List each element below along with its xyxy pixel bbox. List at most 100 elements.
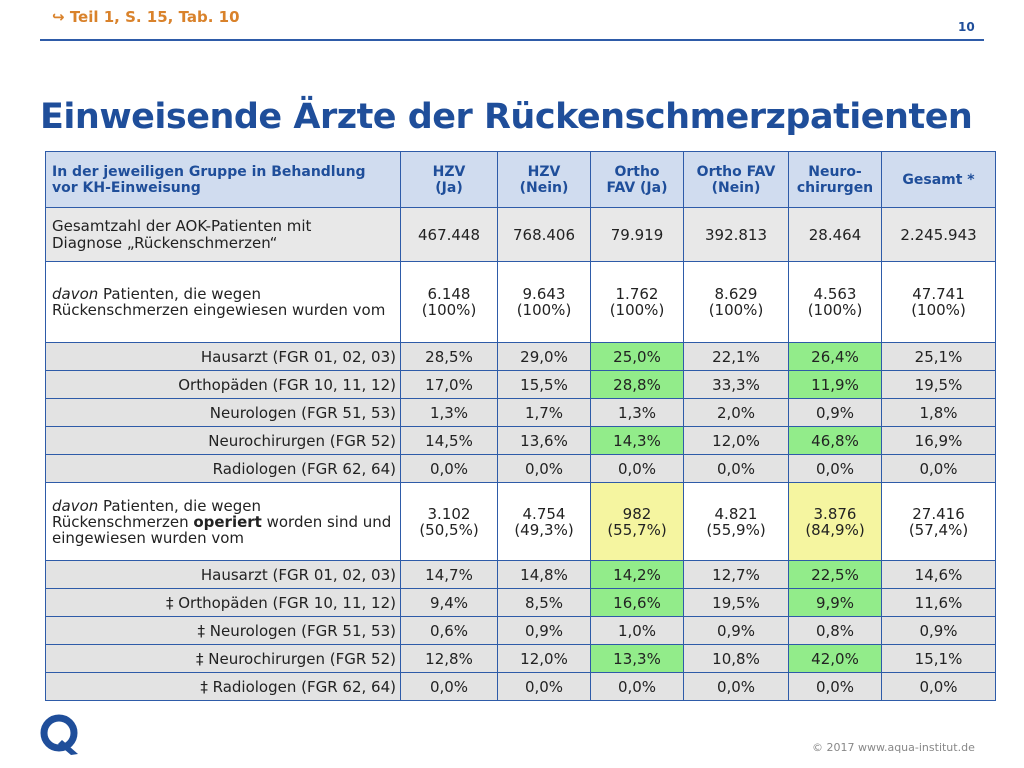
count-percent: (55,7%): [607, 520, 667, 539]
count-value: 9.643: [522, 285, 566, 303]
section-reference: ↪ Teil 1, S. 15, Tab. 10: [52, 8, 240, 26]
group-count-cell: 9.643 (100%): [497, 261, 591, 343]
table-cell: 2,0%: [683, 398, 789, 427]
header-label-cell: In der jeweiligen Gruppe in Behandlung v…: [45, 151, 401, 208]
table-cell: 19,5%: [881, 370, 996, 399]
table-cell: 392.813: [683, 207, 789, 262]
column-header: Neuro-chirurgen: [788, 151, 882, 208]
table-row: ‡ Neurochirurgen (FGR 52) 12,8% 12,0% 13…: [45, 644, 996, 673]
table-cell-highlight: 13,3%: [590, 644, 684, 673]
group1-label-text: Patienten, die wegen Rückenschmerzen ein…: [52, 285, 386, 319]
group-count-cell: 1.762 (100%): [590, 261, 684, 343]
table-cell-highlight: 16,6%: [590, 588, 684, 617]
group-count-cell: 4.563 (100%): [788, 261, 882, 343]
table-cell: 10,8%: [683, 644, 789, 673]
count-percent: (55,9%): [706, 520, 766, 539]
table-cell: 29,0%: [497, 342, 591, 371]
table-cell: 0,9%: [683, 616, 789, 645]
table-cell: 12,0%: [683, 426, 789, 455]
count-percent: (100%): [516, 301, 572, 319]
row-label: ‡ Neurologen (FGR 51, 53): [45, 616, 401, 645]
count-value: 1.762: [615, 285, 659, 303]
table-row: Hausarzt (FGR 01, 02, 03) 14,7% 14,8% 14…: [45, 560, 996, 589]
table-cell: 0,0%: [881, 672, 996, 701]
group2-label: davon Patienten, die wegen Rückenschmerz…: [45, 482, 401, 561]
count-value: 4.754: [522, 504, 566, 523]
row-label: Neurologen (FGR 51, 53): [45, 398, 401, 427]
table-cell: 0,0%: [683, 672, 789, 701]
row-label: Orthopäden (FGR 10, 11, 12): [45, 370, 401, 399]
table-cell: 0,9%: [881, 616, 996, 645]
table-cell: 9,4%: [400, 588, 498, 617]
count-percent: (100%): [807, 301, 863, 319]
table-cell: 15,1%: [881, 644, 996, 673]
count-percent: (100%): [911, 301, 966, 319]
table-row: Neurologen (FGR 51, 53) 1,3% 1,7% 1,3% 2…: [45, 398, 996, 427]
table-cell-highlight: 28,8%: [590, 370, 684, 399]
reference-text: Teil 1, S. 15, Tab. 10: [69, 8, 240, 26]
table-cell: 14,6%: [881, 560, 996, 589]
table-row: ‡ Orthopäden (FGR 10, 11, 12) 9,4% 8,5% …: [45, 588, 996, 617]
table-row: ‡ Radiologen (FGR 62, 64) 0,0% 0,0% 0,0%…: [45, 672, 996, 701]
table-cell-highlight: 42,0%: [788, 644, 882, 673]
table-cell-highlight: 25,0%: [590, 342, 684, 371]
count-value: 47.741: [912, 285, 965, 303]
table-cell: 1,3%: [400, 398, 498, 427]
column-header: HZV (Nein): [497, 151, 591, 208]
table-cell: 11,6%: [881, 588, 996, 617]
group-count-cell-highlight: 3.876 (84,9%): [788, 482, 882, 561]
column-header-text: Ortho FAV (Ja): [606, 163, 668, 196]
table-cell: 17,0%: [400, 370, 498, 399]
table-cell: 0,0%: [497, 454, 591, 483]
total-row-label: Gesamtzahl der AOK-Patienten mit Diagnos…: [45, 207, 401, 262]
table-cell: 0,0%: [881, 454, 996, 483]
table-cell: 22,1%: [683, 342, 789, 371]
column-header-text: HZV (Nein): [519, 163, 569, 196]
table-cell: 0,0%: [497, 672, 591, 701]
table-cell: 0,0%: [400, 672, 498, 701]
total-row: Gesamtzahl der AOK-Patienten mit Diagnos…: [45, 207, 996, 262]
column-header: Ortho FAV (Ja): [590, 151, 684, 208]
table-cell: 19,5%: [683, 588, 789, 617]
table-cell-highlight: 9,9%: [788, 588, 882, 617]
group-count-cell: 27.416 (57,4%): [881, 482, 996, 561]
group1-label: davon Patienten, die wegen Rückenschmerz…: [45, 261, 401, 343]
table-cell: 14,7%: [400, 560, 498, 589]
column-header-text: Neuro-chirurgen: [796, 163, 874, 196]
table-header-row: In der jeweiligen Gruppe in Behandlung v…: [45, 151, 996, 208]
row-label: Neurochirurgen (FGR 52): [45, 426, 401, 455]
table-cell: 0,6%: [400, 616, 498, 645]
table-cell: 768.406: [497, 207, 591, 262]
table-cell: 0,0%: [590, 672, 684, 701]
column-header: Ortho FAV (Nein): [683, 151, 789, 208]
table-cell: 16,9%: [881, 426, 996, 455]
count-value: 27.416: [912, 504, 965, 523]
header-label: In der jeweiligen Gruppe in Behandlung v…: [52, 163, 366, 196]
group-count-cell: 4.754 (49,3%): [497, 482, 591, 561]
table-row: Orthopäden (FGR 10, 11, 12) 17,0% 15,5% …: [45, 370, 996, 399]
count-value: 8.629: [714, 285, 758, 303]
column-header: HZV (Ja): [400, 151, 498, 208]
table-cell-highlight: 14,2%: [590, 560, 684, 589]
table-row: Neurochirurgen (FGR 52) 14,5% 13,6% 14,3…: [45, 426, 996, 455]
count-percent: (49,3%): [514, 520, 574, 539]
table-cell: 13,6%: [497, 426, 591, 455]
arrow-right-hook-icon: ↪: [52, 8, 65, 26]
table-cell: 0,0%: [590, 454, 684, 483]
group1-label-italic: davon: [52, 285, 99, 303]
count-value: 3.876: [813, 504, 857, 523]
table-cell-highlight: 26,4%: [788, 342, 882, 371]
table-cell: 1,0%: [590, 616, 684, 645]
table-cell: 0,9%: [788, 398, 882, 427]
group2-row: davon Patienten, die wegen Rückenschmerz…: [45, 482, 996, 561]
total-row-label-text: Gesamtzahl der AOK-Patienten mit Diagnos…: [52, 216, 312, 252]
table-cell: 28,5%: [400, 342, 498, 371]
group-count-cell: 8.629 (100%): [683, 261, 789, 343]
row-label: ‡ Orthopäden (FGR 10, 11, 12): [45, 588, 401, 617]
table-cell: 12,8%: [400, 644, 498, 673]
table-cell: 0,0%: [683, 454, 789, 483]
table-cell: 1,8%: [881, 398, 996, 427]
column-header-text: HZV (Ja): [432, 163, 466, 196]
group-count-cell: 3.102 (50,5%): [400, 482, 498, 561]
count-percent: (84,9%): [805, 520, 865, 539]
